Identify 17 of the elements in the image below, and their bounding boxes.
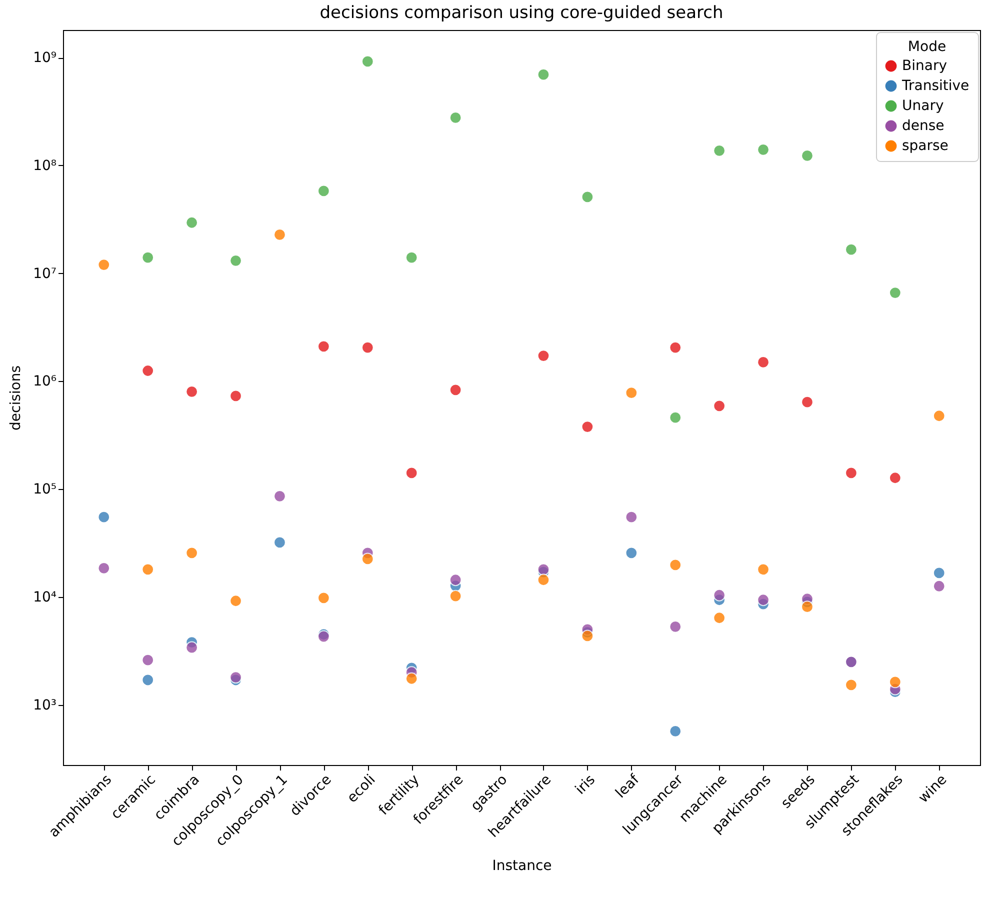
y-tick-label: 10⁴ [33,589,57,606]
y-tick-label: 10⁵ [33,482,56,498]
y-tick-label: 10⁹ [33,50,57,66]
legend-label: Binary [902,58,947,74]
y-tick-label: 10⁶ [33,374,57,390]
legend-label: Unary [902,98,944,114]
x-tick-label: iris [572,772,599,798]
chart-title: decisions comparison using core-guided search [320,3,724,23]
legend-label: sparse [902,138,948,154]
y-tick-label: 10³ [33,697,56,714]
y-axis-title: decisions [8,365,24,431]
legend-label: dense [902,118,944,134]
legend-label: Transitive [901,78,970,94]
legend-title: Mode [908,39,946,55]
x-axis-title: Instance [492,858,552,874]
y-tick-label: 10⁸ [33,158,57,174]
y-tick-label: 10⁷ [33,266,56,282]
